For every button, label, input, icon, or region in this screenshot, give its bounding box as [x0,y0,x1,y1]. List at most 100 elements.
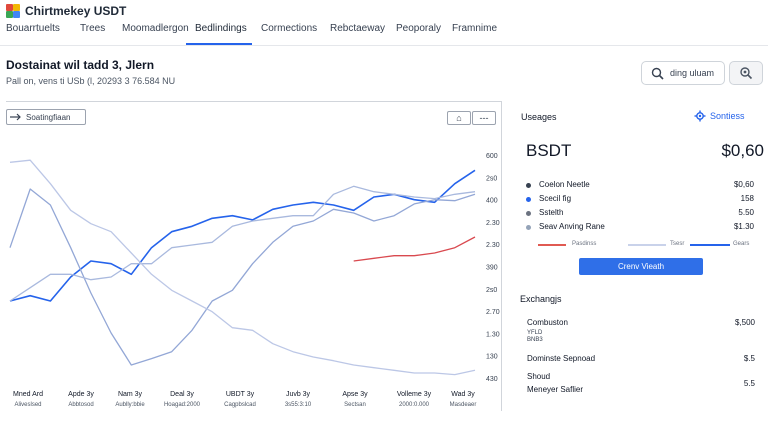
exchange-name: Dominste Sepnoad [527,354,596,363]
tab-framnime[interactable]: Framnime [452,23,498,34]
stat-dot-icon [526,225,531,230]
x-tick-label: Deal 3y [170,391,194,398]
exchange-name: Combuston [527,318,568,327]
tab-bouarrtuelts[interactable]: Bouarrtuelts [6,23,60,34]
page-subtitle: Pall on, vens ti USb (l, 20293 3 76.584 … [6,76,176,86]
stat-value: $1.30 [733,222,754,231]
x-tick-sublabel: Aublly:bbie [115,402,145,408]
stat-row: Coelon Neetle $0,60 [526,180,754,192]
series-line-3[interactable] [9,185,476,302]
main-nav: Bouarrtuelts Trees Moomadlergon Bedlindi… [0,22,768,46]
brand[interactable]: Chirtmekey USDT [6,4,126,18]
filter-button[interactable] [729,61,763,85]
more-icon: --- [479,113,489,123]
y-tick-label: 130 [486,354,498,361]
tab-rebctaeway[interactable]: Rebctaeway [330,23,386,34]
x-tick-sublabel: Sectsan [344,402,366,408]
series-line-5[interactable] [9,159,476,376]
exchange-value: $,500 [734,318,755,327]
arrow-right-icon [10,113,21,121]
stat-name: Seav Anving Rane [539,222,605,231]
tab-moomadlergon[interactable]: Moomadlergon [122,23,189,34]
home-icon: ⌂ [456,113,462,123]
legend-line-blue [690,244,730,246]
y-tick-label: 2.70 [486,309,500,316]
y-tick-label: 1.30 [486,331,500,338]
x-tick-sublabel: Masdeaer [450,402,477,408]
y-tick-label: 2.30 [486,242,500,249]
exchange-value: $.5 [743,354,755,363]
app-logo-icon [6,4,20,18]
chart-home-button[interactable]: ⌂ [447,111,471,125]
exchange-label: Exchangjs [520,294,562,304]
series-line-4[interactable] [353,236,476,262]
x-tick-label: Mned Ard [13,391,43,398]
legend-label: Gears [733,241,750,247]
tab-peoporaly[interactable]: Peoporaly [396,23,442,34]
sidebar: Useages Sontiess BSDT $0,60 Coelon Neetl… [518,101,768,432]
search-icon [651,67,664,80]
pair-symbol: BSDT [526,141,572,160]
x-tick-label: Apde 3y [68,391,94,398]
settings-link-label: Sontiess [710,111,745,121]
stat-row: Scecil fig 158 [526,194,754,206]
x-tick-sublabel: Cagpbslcad [224,402,256,408]
x-tick-sublabel: Hoagad:2000 [164,402,201,408]
tab-bedlindings[interactable]: Bedlindings [195,23,247,34]
series-line-1[interactable] [9,169,476,302]
stat-row: Sstelth 5.50 [526,208,754,220]
legend-label: Pasdinss [572,241,597,247]
tab-trees[interactable]: Trees [80,23,106,34]
search-button-label: ding uluam [670,68,715,78]
filter-icon [740,67,753,80]
legend-line-light [628,244,666,246]
chart-frame [6,101,502,411]
line-chart[interactable]: 600 2s0 400 2.30 2.30 390 2s0 2.70 1.30 130 430 Mne… [6,101,502,411]
stat-row: Seav Anving Rane $1.30 [526,222,754,234]
x-tick-label: Nam 3y [118,391,143,398]
tab-cormections[interactable]: Cormections [261,23,318,34]
legend-label: Tsesr [670,241,685,247]
stat-dot-icon [526,211,531,216]
legend-line-red [538,244,566,246]
chart-filter-button[interactable]: Soatingfiaan [6,109,86,125]
chart-filter-label: Soatingfiaan [26,112,71,122]
x-tick-sublabel: Aliveslsed [14,402,41,408]
stat-value: 5.50 [738,208,754,217]
stat-value: $0,60 [733,180,754,189]
stat-dot-icon [526,183,531,188]
top-bar: Chirtmekey USDT Bouarrtuelts Trees Mooma… [0,0,768,46]
y-tick-label: 400 [486,198,498,205]
y-tick-label: 390 [486,265,498,272]
mini-legend: Pasdinss Tsesr Gears [538,241,768,253]
settings-icon [694,110,706,122]
stat-name: Scecil fig [539,194,572,203]
y-tick-label: 430 [486,376,498,383]
search-button[interactable]: ding uluam [641,61,725,85]
stat-value: 158 [740,194,754,203]
x-tick-label: Juvb 3y [286,391,311,398]
usages-label: Useages [521,112,557,122]
settings-link[interactable]: Sontiess [694,110,745,122]
cta-button[interactable]: Crenv Vieath [579,258,703,275]
chart-more-button[interactable]: --- [472,111,496,125]
x-tick-sublabel: 2000:0.000 [399,402,430,408]
x-tick-label: UBDT 3y [226,391,255,398]
app-title: Chirtmekey USDT [25,4,127,18]
x-tick-label: Volleme 3y [397,391,432,398]
exchange-sub: BNB3 [527,337,543,343]
y-tick-label: 2s0 [486,175,497,182]
y-tick-label: 2.30 [486,220,500,227]
current-price: $0,60 [721,141,764,160]
series-line-2[interactable] [9,188,476,366]
x-tick-label: Wad 3y [451,391,475,398]
x-tick-sublabel: 3s55:3:10 [285,402,312,408]
x-tick-label: Apse 3y [342,391,368,398]
stat-dot-icon [526,197,531,202]
exchange-sub: Meneyer Saflier [527,385,584,394]
exchange-name: Shoud [527,372,551,381]
exchange-value: 5.5 [743,379,755,388]
exchange-sub: YFLD [527,330,543,336]
stat-name: Coelon Neetle [539,180,590,189]
page-title: Dostainat wil tadd 3, Jlern [6,58,155,72]
